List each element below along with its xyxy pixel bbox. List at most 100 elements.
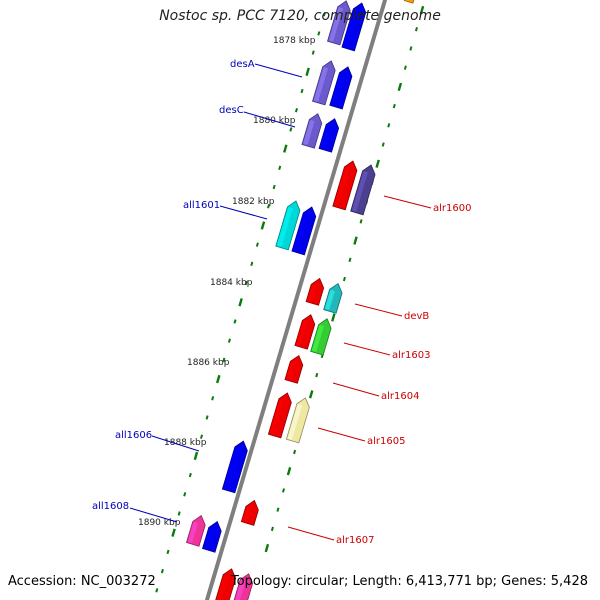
gene-desC-blue [318, 118, 340, 153]
gene-devB-red [305, 277, 325, 306]
inner-tick [193, 451, 199, 461]
gene-devB-teal [323, 282, 343, 314]
accession-text: Accession: NC_003272 [8, 574, 156, 589]
gene-label-alr1605: alr1605 [367, 436, 405, 447]
leader-line-alr1600 [383, 195, 432, 209]
inner-tick [289, 127, 293, 132]
gene-label-devB: devB [404, 311, 429, 322]
leader-line-alr1605 [317, 427, 366, 442]
outer-tick [348, 257, 352, 263]
inner-tick [183, 492, 187, 497]
leader-line-all1601 [219, 205, 268, 220]
inner-tick [171, 528, 176, 537]
gene-alr1604-red [284, 354, 304, 384]
gene-labels: desA desC all1601 all1606 all1608 alr1600 devB… [92, 59, 471, 546]
gene-alr1607-red [240, 499, 259, 526]
inner-tick [222, 357, 226, 363]
gene-label-alr1607: alr1607 [336, 535, 374, 546]
outer-tick [353, 236, 358, 245]
outer-tick [270, 526, 274, 532]
leader-line-alr1603 [343, 342, 391, 356]
outer-tick [414, 27, 418, 32]
gene-top-orange [403, 0, 416, 4]
inner-tick [267, 204, 271, 209]
leader-line-all1608 [129, 507, 178, 523]
gene-all1608-magenta [186, 515, 206, 547]
gene-bottom-magenta [230, 573, 254, 600]
gene-alr1603-red [294, 314, 316, 350]
gene-label-desC: desC [219, 105, 244, 116]
inner-tick [238, 298, 243, 307]
inner-tick [250, 261, 254, 267]
kbp-label: 1890 kbp [138, 518, 181, 528]
inner-tick [177, 511, 181, 516]
outer-tick [315, 372, 319, 378]
gene-features [186, 0, 416, 600]
leader-line-alr1604 [332, 382, 380, 397]
inner-tick [244, 280, 248, 286]
leader-line-desC [243, 111, 296, 128]
outer-tick [397, 82, 403, 92]
outer-tick [331, 313, 336, 322]
inner-tick [233, 319, 237, 324]
outer-tick [281, 488, 286, 493]
outer-tick [276, 507, 280, 512]
inner-tick [215, 374, 221, 384]
gene-alr1600-red [332, 160, 358, 211]
inner-tick [260, 221, 266, 230]
gene-all1608-blue [202, 521, 222, 553]
genome-summary-text: Topology: circular; Length: 6,413,771 bp… [230, 574, 588, 589]
gene-label-all1608: all1608 [92, 501, 129, 512]
inner-tick [205, 415, 209, 420]
gene-alr1605-khaki [285, 397, 310, 444]
outer-tick [403, 65, 407, 70]
inner-tick [227, 338, 231, 343]
gene-desA-purple [312, 60, 336, 106]
inner-tick [300, 88, 304, 94]
inner-tick [166, 549, 170, 555]
gene-desC-purple [301, 113, 323, 149]
outer-tick [381, 142, 385, 147]
map-title: Nostoc sp. PCC 7120, complete genome [159, 8, 441, 24]
inner-tick [278, 165, 282, 171]
kbp-label: 1882 kbp [232, 197, 275, 207]
gene-top-purple [327, 0, 351, 46]
gene-label-alr1603: alr1603 [392, 350, 430, 361]
outer-tick [419, 5, 425, 15]
gene-label-all1606: all1606 [115, 430, 152, 441]
inner-tick [272, 184, 276, 190]
outer-tick [293, 449, 297, 455]
inner-tick [317, 31, 321, 36]
inner-tick [322, 12, 326, 17]
gene-desA-blue [329, 66, 353, 110]
outer-tick [387, 123, 391, 128]
outer-tick [359, 219, 363, 224]
inner-tick-track [155, 12, 326, 593]
gene-label-desA: desA [230, 59, 255, 70]
inner-tick [311, 50, 315, 55]
inner-tick [199, 434, 204, 439]
gene-all1606-blue [221, 440, 248, 494]
leader-line-all1606 [151, 435, 200, 452]
kbp-label: 1878 kbp [273, 36, 316, 46]
gene-bottom-red [213, 568, 237, 600]
gene-label-alr1604: alr1604 [381, 391, 419, 402]
inner-tick [155, 588, 159, 593]
leader-line-desA [254, 63, 303, 78]
inner-tick [160, 568, 164, 574]
leader-line-devB [354, 303, 403, 317]
genome-backbone [204, 0, 388, 600]
gene-all1601-blue [291, 206, 317, 256]
inner-tick [294, 108, 298, 113]
gene-all1601-cyan [275, 200, 301, 251]
inner-tick [211, 396, 215, 401]
kbp-label: 1888 kbp [164, 438, 207, 448]
gene-alr1600-slate [350, 164, 376, 216]
kbp-label: 1886 kbp [187, 358, 230, 368]
gene-label-all1601: all1601 [183, 200, 220, 211]
inner-tick [188, 472, 192, 478]
gene-alr1605-red [267, 392, 292, 439]
outer-tick [286, 467, 292, 476]
outer-tick [264, 543, 270, 553]
